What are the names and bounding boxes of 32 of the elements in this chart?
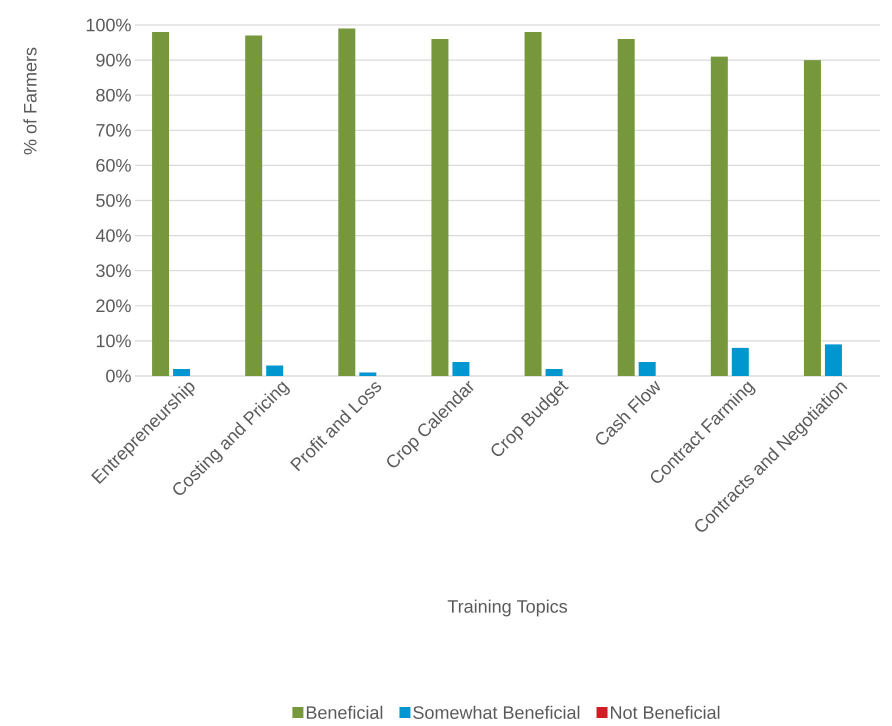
bar bbox=[266, 365, 284, 376]
y-tick-label: 50% bbox=[96, 194, 131, 207]
bar bbox=[524, 32, 542, 376]
y-tick-label: 0% bbox=[106, 370, 131, 382]
y-tick-label: 60% bbox=[96, 159, 131, 172]
y-axis-title: % of Farmers bbox=[23, 48, 37, 154]
bar bbox=[173, 368, 190, 376]
bar bbox=[431, 39, 448, 376]
bar bbox=[710, 56, 728, 376]
y-tick-label: 100% bbox=[86, 18, 131, 32]
bar bbox=[732, 348, 749, 376]
bar bbox=[546, 368, 563, 376]
bar bbox=[452, 362, 470, 376]
bar bbox=[824, 344, 842, 376]
bar bbox=[245, 36, 262, 376]
bar bbox=[152, 32, 170, 376]
x-axis-title: Training Topics bbox=[448, 600, 568, 616]
y-tick-label: 80% bbox=[96, 88, 131, 102]
legend-label: Beneficial bbox=[306, 706, 382, 719]
y-tick-label: 40% bbox=[96, 229, 131, 242]
y-tick-label: 10% bbox=[96, 334, 131, 348]
y-tick-label: 20% bbox=[96, 299, 131, 312]
legend-label: Somewhat Beneficial bbox=[413, 706, 580, 719]
bar bbox=[359, 372, 376, 376]
y-tick-label: 30% bbox=[96, 264, 131, 278]
y-tick-label: 70% bbox=[96, 124, 131, 137]
bar bbox=[618, 39, 635, 376]
bar bbox=[638, 362, 656, 376]
legend-label: Not Beneficial bbox=[611, 706, 720, 719]
bar bbox=[804, 60, 821, 376]
bar bbox=[338, 28, 356, 376]
y-tick-label: 90% bbox=[96, 54, 131, 66]
